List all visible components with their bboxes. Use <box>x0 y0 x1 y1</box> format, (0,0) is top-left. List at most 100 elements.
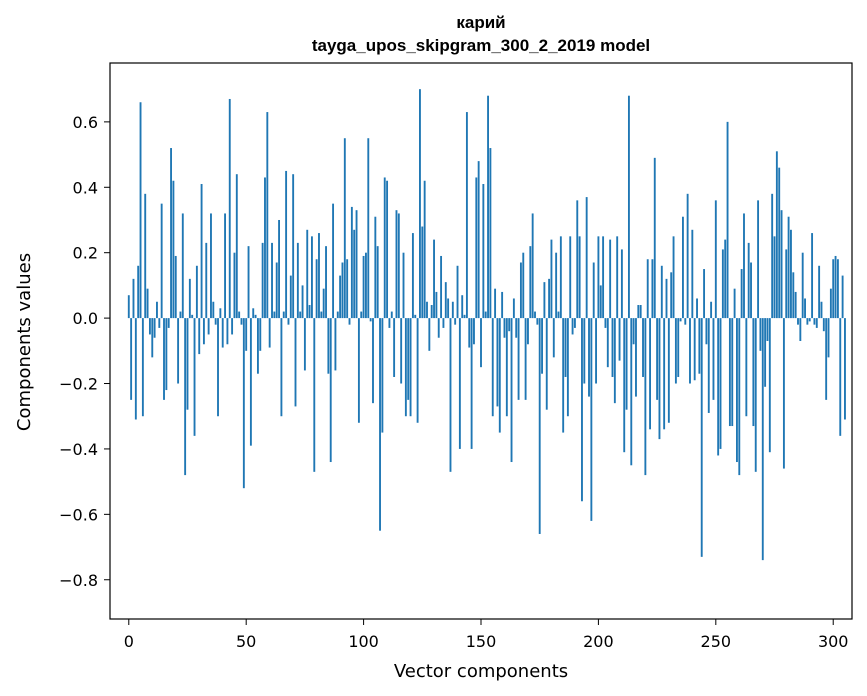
bar-component-156 <box>494 288 497 319</box>
bar-component-2 <box>132 278 135 319</box>
bar-component-126 <box>423 180 426 319</box>
bar-component-162 <box>508 318 511 332</box>
bar-component-81 <box>318 233 320 319</box>
bar-component-228 <box>663 318 666 430</box>
bar-component-138 <box>451 301 454 319</box>
bar-component-202 <box>602 236 605 319</box>
bar-component-230 <box>667 318 670 423</box>
bar-component-124 <box>419 89 421 319</box>
y-axis-ticks: −0.8 −0.6 −0.4 −0.2 0.0 0.2 0.4 0.6 <box>59 113 110 590</box>
bar-component-120 <box>409 318 412 417</box>
bar-component-86 <box>329 318 332 463</box>
bar-component-97 <box>355 210 358 319</box>
bar-component-150 <box>480 318 482 368</box>
bar-component-193 <box>581 318 583 502</box>
bar-component-141 <box>458 318 461 449</box>
bar-component-24 <box>184 318 187 476</box>
bar-component-118 <box>404 318 407 417</box>
bar-component-288 <box>804 298 806 319</box>
bar-component-75 <box>303 318 306 371</box>
bar-component-195 <box>585 197 588 319</box>
bar-component-212 <box>625 318 628 410</box>
bar-component-297 <box>825 318 828 400</box>
bar-component-34 <box>207 318 210 335</box>
bar-component-226 <box>658 318 661 440</box>
bar-component-284 <box>794 291 797 319</box>
bar-component-199 <box>595 318 597 384</box>
y-tick-label: 0.0 <box>73 309 98 328</box>
bar-component-102 <box>367 138 370 319</box>
bar-component-15 <box>163 318 165 400</box>
x-tick-label: 300 <box>818 632 849 651</box>
x-tick-label: 50 <box>236 632 256 651</box>
bar-component-190 <box>573 318 576 328</box>
bar-component-50 <box>245 318 248 351</box>
bar-component-131 <box>435 291 438 319</box>
bar-component-218 <box>639 305 642 319</box>
bar-component-92 <box>343 138 346 319</box>
bar-component-58 <box>264 177 266 319</box>
bar-component-161 <box>505 318 508 417</box>
bar-component-5 <box>139 102 142 319</box>
bar-component-140 <box>456 265 459 319</box>
bar-component-63 <box>275 262 278 319</box>
bar-component-159 <box>501 291 504 319</box>
bar-component-57 <box>261 242 264 319</box>
bar-component-266 <box>752 318 755 427</box>
bar-component-103 <box>369 318 372 322</box>
bar-component-26 <box>188 278 191 319</box>
bar-component-295 <box>820 301 823 319</box>
bar-component-4 <box>137 265 140 319</box>
bar-component-170 <box>527 318 529 345</box>
bar-component-44 <box>231 318 234 335</box>
bar-component-211 <box>623 318 626 453</box>
bar-component-116 <box>400 318 403 384</box>
bar-component-304 <box>841 275 844 319</box>
bar-component-153 <box>487 95 489 319</box>
bar-component-61 <box>271 242 273 319</box>
y-tick-label: −0.6 <box>59 505 98 524</box>
bar-component-216 <box>635 318 637 397</box>
bar-component-273 <box>768 318 771 453</box>
y-tick-label: 0.2 <box>73 244 98 263</box>
bar-component-238 <box>686 193 689 319</box>
bar-component-47 <box>238 311 241 319</box>
bar-component-43 <box>228 98 231 319</box>
x-tick-label: 250 <box>701 632 732 651</box>
bar-component-222 <box>649 318 651 430</box>
bar-component-36 <box>212 301 215 319</box>
bar-component-137 <box>449 318 452 472</box>
bar-component-251 <box>717 318 720 456</box>
bar-component-93 <box>346 259 349 319</box>
bar-component-174 <box>536 318 539 325</box>
bar-component-178 <box>545 318 548 410</box>
bar-component-71 <box>294 318 297 407</box>
bar-component-110 <box>386 180 389 319</box>
bar-component-244 <box>700 318 703 557</box>
bar-component-90 <box>339 275 342 319</box>
bar-component-135 <box>444 282 447 319</box>
bar-component-35 <box>210 213 212 319</box>
bar-component-259 <box>736 318 738 463</box>
bar-component-231 <box>670 272 673 319</box>
bar-component-183 <box>557 311 560 319</box>
bar-component-241 <box>693 318 696 381</box>
bar-component-261 <box>740 269 743 319</box>
bar-component-134 <box>442 318 445 328</box>
bar-component-296 <box>822 318 825 332</box>
x-tick-label: 200 <box>583 632 614 651</box>
bar-component-149 <box>477 161 480 319</box>
bar-component-305 <box>844 318 846 420</box>
bar-component-171 <box>529 246 532 319</box>
bar-component-95 <box>350 206 353 319</box>
bar-component-236 <box>682 216 684 319</box>
bar-component-7 <box>144 193 147 319</box>
bar-component-181 <box>552 318 555 358</box>
bar-component-191 <box>576 200 579 319</box>
bar-component-83 <box>322 288 325 319</box>
bar-component-281 <box>787 216 790 319</box>
bar-component-279 <box>782 318 785 469</box>
bar-component-299 <box>829 288 832 319</box>
bar-component-283 <box>792 272 795 319</box>
